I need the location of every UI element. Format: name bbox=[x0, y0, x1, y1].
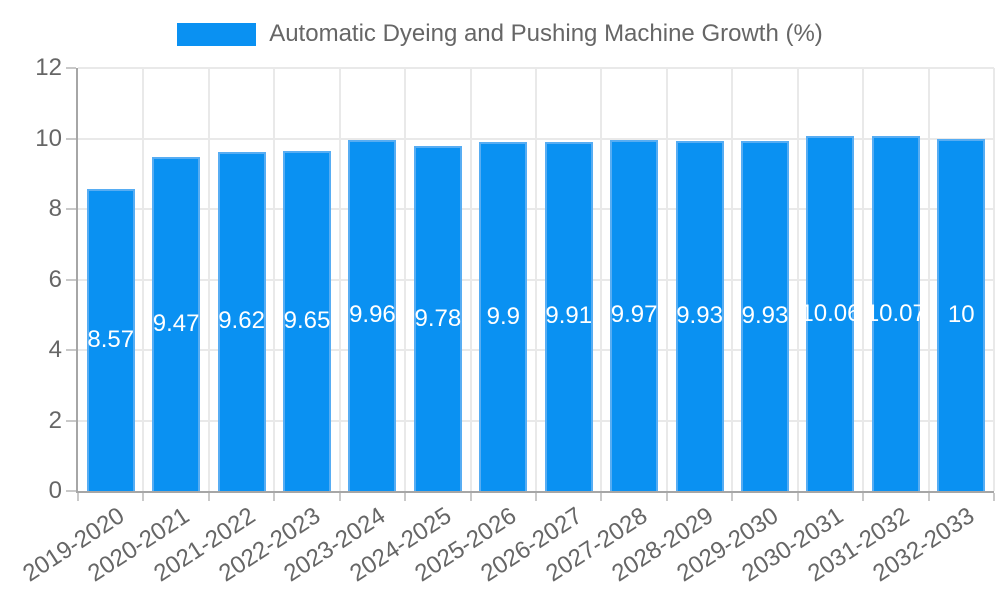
v-gridline bbox=[404, 68, 407, 491]
v-gridline bbox=[207, 68, 210, 491]
chart-legend[interactable]: Automatic Dyeing and Pushing Machine Gro… bbox=[0, 20, 1000, 48]
x-axis-tick bbox=[142, 493, 145, 501]
bar-value-label: 9.93 bbox=[676, 301, 723, 329]
y-tick-label: 12 bbox=[35, 54, 62, 81]
x-axis-tick bbox=[207, 493, 210, 501]
bar[interactable] bbox=[152, 157, 201, 491]
v-gridline bbox=[469, 68, 472, 491]
v-gridline bbox=[665, 68, 668, 491]
v-gridline bbox=[338, 68, 341, 491]
v-gridline bbox=[993, 68, 995, 491]
bar-value-label: 10 bbox=[947, 300, 975, 328]
y-tick-label: 8 bbox=[48, 195, 62, 222]
y-tick-label: 6 bbox=[48, 265, 62, 293]
x-axis-tick bbox=[469, 493, 472, 501]
bar-value-label: 9.62 bbox=[218, 307, 265, 335]
x-axis-tick bbox=[273, 493, 276, 501]
y-axis-tick bbox=[66, 278, 76, 281]
v-gridline bbox=[273, 68, 276, 491]
legend-swatch-icon bbox=[177, 22, 257, 46]
bar-value-label: 10.06 bbox=[800, 299, 861, 327]
y-axis-tick bbox=[66, 137, 76, 140]
bar[interactable] bbox=[806, 136, 855, 491]
x-axis-tick bbox=[404, 493, 407, 501]
bar-value-label: 9.78 bbox=[414, 304, 462, 332]
bar[interactable] bbox=[610, 139, 659, 491]
v-gridline bbox=[142, 68, 145, 491]
x-axis-tick bbox=[665, 493, 668, 501]
x-axis-tick bbox=[77, 493, 79, 501]
y-axis-tick bbox=[66, 67, 76, 69]
v-gridline bbox=[862, 68, 865, 491]
v-gridline bbox=[731, 68, 734, 491]
bar[interactable] bbox=[413, 146, 462, 491]
plot-area: 0 2 4 6 8 10 12 8.57 2019-2020 9.47 2020-2021 9.62 2… bbox=[18, 55, 995, 587]
x-axis-tick bbox=[927, 493, 930, 501]
x-axis-tick bbox=[338, 493, 341, 501]
bar[interactable] bbox=[937, 138, 986, 491]
y-axis-tick bbox=[66, 208, 76, 210]
v-gridline bbox=[796, 68, 799, 491]
bar[interactable] bbox=[544, 141, 593, 491]
bar[interactable] bbox=[283, 150, 331, 491]
bar-value-label: 8.57 bbox=[87, 325, 135, 353]
bar[interactable] bbox=[86, 188, 135, 491]
x-axis-tick bbox=[600, 493, 603, 501]
bar-value-label: 9.96 bbox=[349, 301, 396, 329]
bar-value-label: 9.65 bbox=[283, 306, 331, 334]
legend-label: Automatic Dyeing and Pushing Machine Gro… bbox=[269, 20, 823, 47]
y-tick-label: 4 bbox=[48, 336, 62, 363]
y-tick-label: 10 bbox=[35, 124, 62, 152]
x-axis-tick bbox=[535, 493, 537, 501]
x-axis-tick bbox=[993, 493, 995, 501]
y-tick-label: 0 bbox=[48, 477, 62, 504]
bar-value-label: 9.91 bbox=[545, 302, 593, 330]
bar-value-label: 9.9 bbox=[486, 302, 520, 330]
v-gridline bbox=[535, 68, 537, 491]
bar[interactable] bbox=[217, 151, 266, 491]
x-axis-tick bbox=[731, 493, 734, 501]
y-axis-tick bbox=[66, 349, 76, 351]
y-axis-tick bbox=[66, 490, 76, 492]
v-gridline bbox=[600, 68, 603, 491]
x-axis-tick bbox=[862, 493, 865, 501]
bar-value-label: 9.47 bbox=[152, 310, 200, 338]
bar[interactable] bbox=[348, 139, 397, 491]
bar[interactable] bbox=[479, 142, 528, 491]
bar-value-label: 10.07 bbox=[865, 299, 926, 327]
bar-value-label: 9.93 bbox=[741, 301, 789, 329]
y-tick-label: 2 bbox=[48, 406, 62, 434]
bar-value-label: 9.97 bbox=[610, 301, 658, 329]
bar[interactable] bbox=[871, 136, 920, 491]
y-axis-tick bbox=[66, 419, 76, 422]
bar[interactable] bbox=[675, 140, 724, 491]
v-gridline bbox=[927, 68, 930, 491]
x-axis-tick bbox=[796, 493, 799, 501]
bar[interactable] bbox=[741, 140, 789, 491]
